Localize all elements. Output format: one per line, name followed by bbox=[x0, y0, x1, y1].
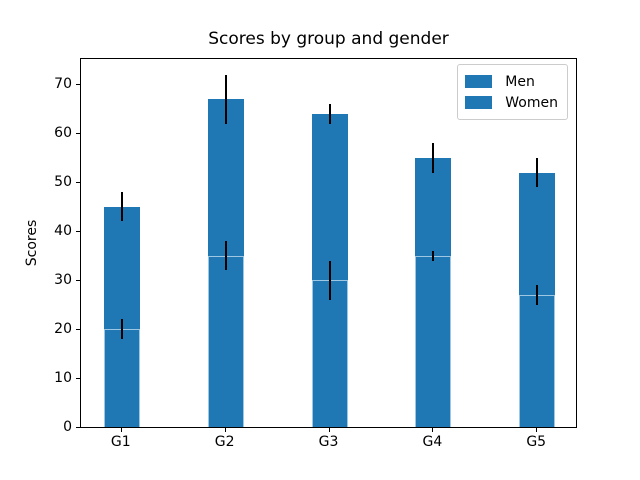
y-tick-mark bbox=[76, 231, 80, 233]
y-tick-label: 30 bbox=[54, 272, 72, 289]
y-tick-mark bbox=[76, 84, 80, 86]
y-tick-label: 40 bbox=[54, 223, 72, 240]
legend-entry-men: Men bbox=[465, 71, 558, 92]
x-tick-label: G2 bbox=[214, 434, 235, 450]
y-tick-mark bbox=[76, 133, 80, 135]
legend-label-women: Women bbox=[505, 94, 558, 111]
x-tick-mark bbox=[120, 428, 122, 432]
legend: Men Women bbox=[457, 64, 568, 120]
x-tick-label: G1 bbox=[110, 434, 131, 450]
x-tick-mark bbox=[328, 428, 330, 432]
bar-segment-women-g3 bbox=[311, 113, 348, 281]
bars-layer bbox=[81, 59, 576, 427]
error-bar-women-g2 bbox=[224, 74, 227, 124]
x-tick-label: G5 bbox=[526, 434, 547, 450]
legend-entry-women: Women bbox=[465, 92, 558, 113]
bar-segment-men-g5 bbox=[519, 294, 556, 427]
y-tick-label: 10 bbox=[54, 370, 72, 387]
y-tick-mark bbox=[76, 378, 80, 380]
plot-area: Men Women bbox=[80, 58, 577, 428]
error-bar-men-g2 bbox=[224, 241, 227, 271]
error-bar-men-g1 bbox=[120, 319, 123, 339]
y-tick-mark bbox=[76, 329, 80, 331]
legend-swatch-women-icon bbox=[465, 96, 493, 109]
y-tick-mark bbox=[76, 427, 80, 428]
x-tick-mark bbox=[536, 428, 538, 432]
bar-segment-men-g3 bbox=[311, 280, 348, 427]
y-tick-label: 0 bbox=[63, 419, 72, 435]
bar-segment-women-g4 bbox=[415, 157, 452, 256]
error-bar-women-g5 bbox=[536, 157, 539, 188]
y-tick-label: 60 bbox=[54, 125, 72, 142]
chart-title: Scores by group and gender bbox=[208, 29, 449, 49]
bar-segment-men-g2 bbox=[207, 255, 244, 427]
y-tick-label: 20 bbox=[54, 321, 72, 338]
error-bar-men-g5 bbox=[536, 285, 539, 305]
bar-segment-men-g4 bbox=[415, 255, 452, 427]
legend-label-men: Men bbox=[505, 73, 535, 90]
legend-swatch-men-icon bbox=[465, 75, 493, 88]
y-tick-label: 70 bbox=[54, 76, 72, 93]
y-tick-label: 50 bbox=[54, 174, 72, 191]
x-tick-mark bbox=[432, 428, 434, 432]
y-tick-mark bbox=[76, 182, 80, 184]
error-bar-women-g1 bbox=[120, 192, 123, 222]
y-tick-mark bbox=[76, 280, 80, 282]
error-bar-men-g3 bbox=[328, 260, 331, 300]
bar-segment-women-g2 bbox=[207, 99, 244, 256]
bar-segment-women-g1 bbox=[103, 206, 140, 330]
x-tick-label: G3 bbox=[318, 434, 339, 450]
x-tick-mark bbox=[224, 428, 226, 432]
bar-segment-men-g1 bbox=[103, 329, 140, 427]
error-bar-women-g3 bbox=[328, 104, 331, 124]
bar-segment-women-g5 bbox=[519, 172, 556, 295]
error-bar-women-g4 bbox=[432, 143, 435, 173]
x-tick-label: G4 bbox=[422, 434, 443, 450]
error-bar-men-g4 bbox=[432, 250, 435, 261]
